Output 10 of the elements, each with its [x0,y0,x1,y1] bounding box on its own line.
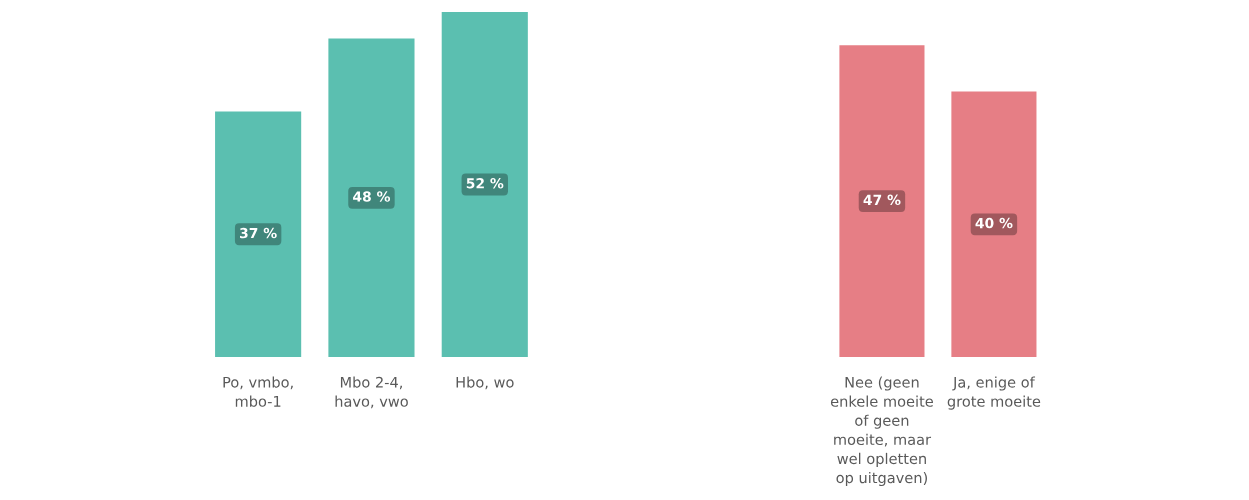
data-label: 48 % [353,191,391,202]
x-tick-label: Ja, enige of grote moeite [947,376,1041,410]
x-tick-label: Po, vmbo, mbo-1 [223,376,293,407]
data-label: 37 % [240,227,277,239]
x-tick-label: Mbo 2-4, havo, vwo [335,376,408,409]
data-label: 52 % [466,178,504,189]
data-label: 47 % [863,194,901,206]
data-label: 40 % [975,217,1013,229]
x-tick-label: Hbo, wo [456,376,514,390]
x-tick-label: Nee (geen enkele moeite of geen moeite, maar wel opletten op uitgaven) [830,376,933,487]
